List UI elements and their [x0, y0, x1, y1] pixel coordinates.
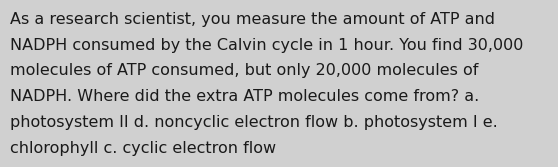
Text: chlorophyll c. cyclic electron flow: chlorophyll c. cyclic electron flow	[10, 141, 276, 156]
Text: molecules of ATP consumed, but only 20,000 molecules of: molecules of ATP consumed, but only 20,0…	[10, 63, 478, 78]
Text: photosystem II d. noncyclic electron flow b. photosystem I e.: photosystem II d. noncyclic electron flo…	[10, 115, 498, 130]
Text: NADPH consumed by the Calvin cycle in 1 hour. You find 30,000: NADPH consumed by the Calvin cycle in 1 …	[10, 38, 523, 53]
Text: As a research scientist, you measure the amount of ATP and: As a research scientist, you measure the…	[10, 12, 495, 27]
Text: NADPH. Where did the extra ATP molecules come from? a.: NADPH. Where did the extra ATP molecules…	[10, 89, 479, 104]
